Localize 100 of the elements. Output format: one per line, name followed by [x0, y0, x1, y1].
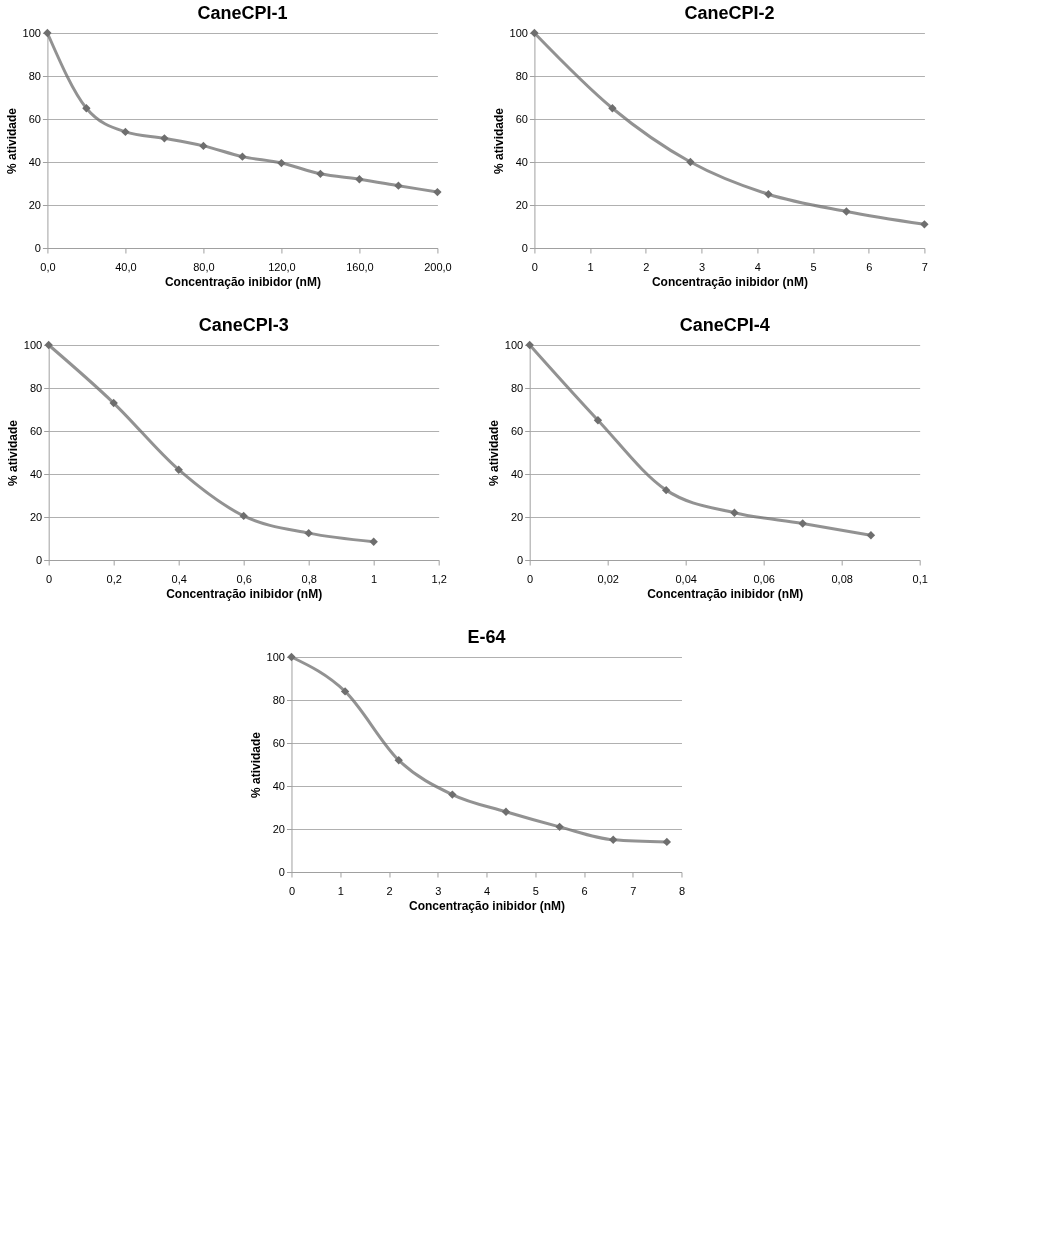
x-axis-title: Concentração inibidor (nM) [651, 274, 808, 289]
point [340, 687, 350, 696]
point [730, 508, 739, 517]
y-tick-label: 80 [515, 69, 528, 82]
chart-title: CaneCPI-3 [198, 315, 289, 335]
chart-title: CaneCPI-4 [679, 315, 770, 335]
point [920, 220, 929, 229]
x-tick-label: 120,0 [268, 260, 296, 273]
point [287, 652, 296, 662]
point [394, 181, 403, 190]
y-tick-label: 0 [521, 241, 528, 254]
point [121, 127, 130, 137]
y-tick-label: 0 [36, 553, 43, 566]
y-axis-title: % atividade [248, 731, 263, 799]
x-tick-label: 0,0 [40, 260, 56, 273]
point [109, 398, 118, 408]
point [239, 511, 248, 521]
y-tick-label: 100 [23, 338, 43, 351]
point [662, 837, 672, 847]
x-tick-label: 1 [337, 884, 344, 897]
y-tick-label: 20 [29, 510, 43, 523]
x-tick-label: 0,02 [597, 572, 619, 585]
y-tick-label: 60 [515, 112, 528, 125]
y-axis-title: % atividade [491, 107, 506, 175]
y-tick-label: 20 [515, 198, 528, 211]
point [304, 528, 313, 538]
point [764, 190, 773, 199]
y-tick-label: 100 [504, 338, 524, 351]
point [174, 465, 183, 474]
y-tick-label: 80 [29, 381, 43, 394]
y-tick-label: 80 [272, 693, 285, 706]
x-tick-label: 0 [531, 260, 538, 273]
x-tick-label: 5 [810, 260, 817, 273]
x-tick-label: 0,1 [912, 572, 928, 585]
point [501, 807, 511, 816]
point [277, 158, 286, 168]
x-tick-label: 40,0 [115, 260, 137, 273]
x-tick-label: 200,0 [424, 260, 452, 273]
x-tick-label: 0,8 [301, 572, 317, 585]
y-tick-label: 60 [510, 424, 524, 437]
point [394, 756, 403, 765]
point [448, 790, 457, 799]
point [609, 835, 618, 844]
x-axis-title: Concentração inibidor (nM) [166, 586, 323, 601]
y-tick-label: 20 [28, 198, 41, 211]
y-axis-title: % atividade [486, 419, 501, 487]
point [866, 531, 876, 540]
x-tick-label: 0,2 [106, 572, 122, 585]
y-tick-label: 40 [510, 467, 524, 480]
point [661, 485, 671, 495]
y-tick-label: 60 [29, 424, 43, 437]
point [199, 141, 208, 151]
x-tick-label: 6 [866, 260, 873, 273]
x-axis-title: Concentração inibidor (nM) [647, 586, 804, 601]
x-tick-label: 7 [921, 260, 928, 273]
y-axis-title: % atividade [4, 107, 19, 175]
y-tick-label: 20 [272, 822, 285, 835]
y-tick-label: 20 [510, 510, 524, 523]
point [160, 134, 169, 143]
y-tick-label: 80 [28, 69, 41, 82]
y-tick-label: 100 [509, 26, 528, 39]
point [593, 416, 603, 425]
x-tick-label: 0 [288, 884, 296, 897]
y-tick-label: 40 [28, 155, 41, 168]
x-tick-label: 1 [371, 572, 378, 585]
point [686, 157, 695, 167]
x-axis-title: Concentração inibidor (nM) [408, 898, 565, 913]
x-tick-label: 0,04 [675, 572, 697, 585]
x-tick-label: 2 [643, 260, 650, 273]
x-tick-label: 7 [630, 884, 637, 897]
x-tick-label: 80,0 [193, 260, 215, 273]
point [82, 104, 91, 113]
chart-title: CaneCPI-2 [684, 3, 775, 23]
point [355, 175, 364, 184]
point [608, 104, 617, 113]
x-tick-label: 6 [581, 884, 588, 897]
x-tick-label: 3 [698, 260, 706, 273]
x-tick-label: 0,08 [831, 572, 853, 585]
point [555, 822, 564, 832]
y-tick-label: 40 [515, 155, 528, 168]
point [369, 537, 378, 546]
chart-title: CaneCPI-1 [197, 3, 288, 23]
x-tick-label: 8 [678, 884, 686, 897]
y-tick-label: 60 [28, 112, 41, 125]
y-tick-label: 100 [266, 650, 285, 663]
point [433, 187, 442, 197]
x-tick-label: 3 [435, 884, 442, 897]
y-tick-label: 40 [29, 467, 43, 480]
x-tick-label: 1,2 [431, 572, 447, 585]
x-tick-label: 5 [532, 884, 539, 897]
x-tick-label: 0,06 [753, 572, 775, 585]
y-tick-label: 0 [34, 241, 41, 254]
point [316, 169, 325, 179]
point [238, 152, 247, 161]
x-tick-label: 2 [386, 884, 393, 897]
y-tick-label: 0 [517, 553, 524, 566]
x-axis-title: Concentração inibidor (nM) [164, 274, 321, 289]
y-axis-title: % atividade [5, 419, 20, 487]
y-tick-label: 0 [278, 865, 285, 878]
point [842, 207, 851, 216]
